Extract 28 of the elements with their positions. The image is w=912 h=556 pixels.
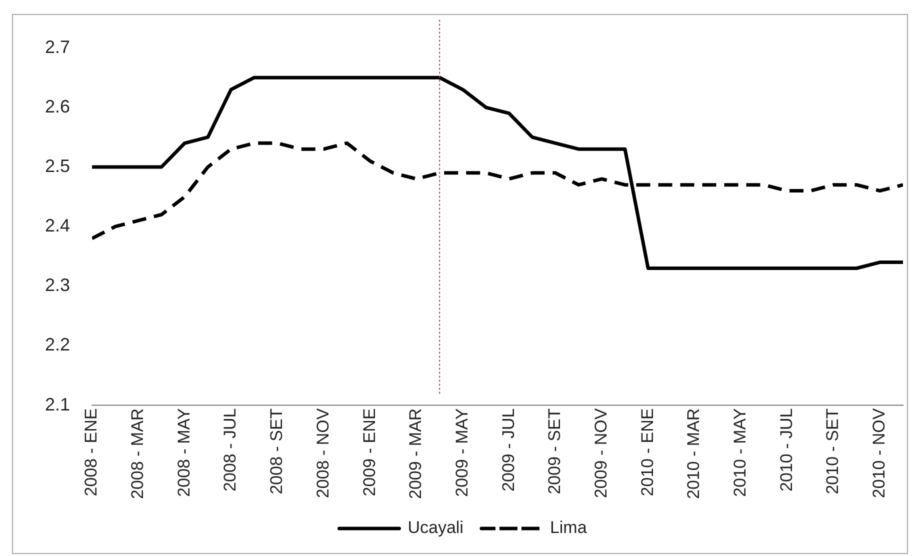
y-tick-label: 2.7: [44, 36, 70, 57]
y-tick-label: 2.6: [44, 96, 70, 116]
line-series: [92, 141, 903, 240]
x-tick-label: 2009 - SET: [545, 408, 564, 494]
x-tick-label: 2008 - SET: [267, 408, 286, 494]
x-tick-label: 2008 - NOV: [313, 408, 332, 498]
y-tick-label: 2.3: [44, 275, 70, 296]
x-tick-label: 2010 - MAY: [730, 408, 750, 497]
y-tick-label: 2.2: [44, 334, 70, 355]
y-tick-label: 2.4: [44, 216, 70, 236]
x-tick-label: 2010 - JUL: [776, 408, 796, 492]
x-tick-label: 2008 - ENE: [82, 408, 101, 496]
x-tick-label: 2009 - MAR: [406, 408, 426, 499]
x-tick-label: 2009 - ENE: [360, 408, 379, 496]
legend-label: Lima: [550, 518, 588, 538]
x-tick-label: 2010 - NOV: [870, 408, 889, 498]
y-tick-label: 2.1: [44, 394, 70, 414]
x-tick-label: 2008 - MAR: [128, 408, 148, 499]
x-tick-label: 2008 - MAY: [174, 408, 194, 497]
x-tick-label: 2010 - SET: [823, 408, 842, 494]
y-tick-label: 2.5: [44, 156, 70, 176]
x-tick-label: 2010 - ENE: [638, 408, 657, 496]
legend-label: Ucayali: [408, 518, 464, 538]
x-tick-label: 2008 - JUL: [220, 408, 240, 492]
x-tick-label: 2009 - NOV: [591, 408, 610, 498]
x-tick-label: 2009 - MAY: [452, 408, 472, 497]
x-tick-label: 2010 - MAR: [684, 408, 704, 499]
x-tick-label: 2009 - JUL: [498, 408, 518, 492]
